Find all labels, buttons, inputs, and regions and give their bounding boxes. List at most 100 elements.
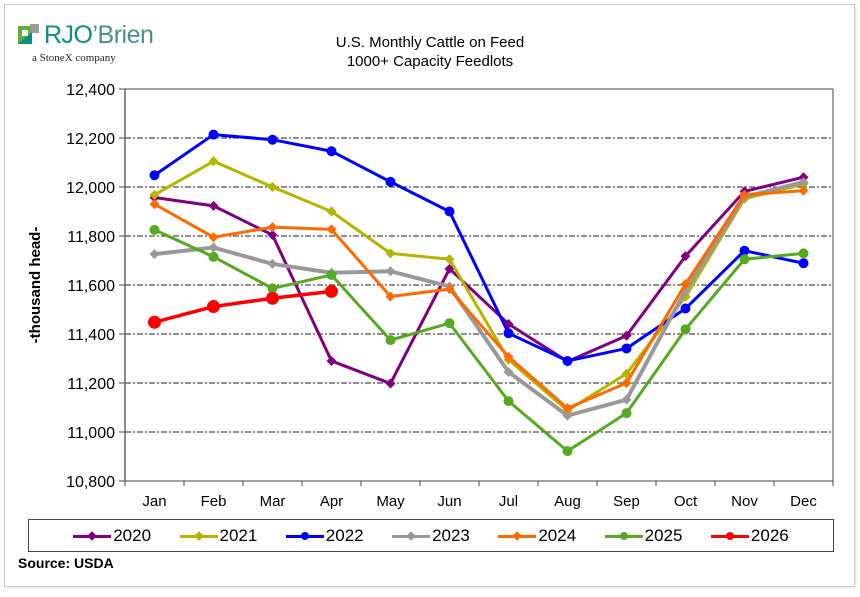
data-point <box>267 283 278 294</box>
legend-label: 2020 <box>113 525 152 545</box>
data-point <box>326 269 337 280</box>
x-tick-label: Jan <box>142 493 166 510</box>
legend-item-2025: 2025 <box>604 525 683 546</box>
legend-marker <box>300 531 309 540</box>
legend-label: 2026 <box>750 525 789 545</box>
legend-marker <box>87 530 98 541</box>
x-tick-label: Sep <box>613 493 640 510</box>
chart-title-block: U.S. Monthly Cattle on Feed 1000+ Capaci… <box>300 33 560 71</box>
data-point <box>680 303 691 314</box>
data-point <box>503 396 514 407</box>
series-2024 <box>149 185 809 414</box>
legend-swatch-icon <box>73 530 112 541</box>
series-line-2026 <box>154 289 332 324</box>
legend-label: 2021 <box>219 525 258 545</box>
logo-wordmark: RJO’Brien <box>44 21 154 50</box>
legend-item-2022: 2022 <box>285 525 364 546</box>
legend-marker <box>406 530 416 541</box>
logo-brien: ’Brien <box>92 21 154 49</box>
data-point <box>798 258 809 269</box>
rjobrien-logo: RJO’Brien a StoneX company <box>18 21 158 70</box>
series-line-2023 <box>154 180 804 418</box>
legend-label: 2022 <box>325 525 364 545</box>
data-point <box>385 335 396 346</box>
data-point <box>326 224 337 235</box>
legend-swatch-icon <box>179 530 218 541</box>
data-point <box>325 284 338 298</box>
y-tick-label: 12,000 <box>66 180 115 197</box>
x-tick-label: Aug <box>554 493 581 510</box>
legend-label: 2025 <box>644 525 683 545</box>
data-point <box>621 408 632 419</box>
data-point <box>208 232 219 243</box>
data-point <box>208 156 219 167</box>
legend-label: 2024 <box>538 525 577 545</box>
y-tick-label: 12,400 <box>66 82 115 99</box>
chart-title: U.S. Monthly Cattle on Feed <box>335 34 525 51</box>
data-point <box>621 378 632 388</box>
data-point <box>149 199 160 210</box>
legend-swatch-icon <box>285 531 324 541</box>
x-tick-label: May <box>376 493 405 510</box>
data-point <box>621 394 632 405</box>
chart-subtitle: 1000+ Capacity Feedlots <box>346 53 514 70</box>
legend-swatch-icon <box>498 530 537 541</box>
logo-tagline: a StoneX company <box>32 52 116 64</box>
legend-marker <box>193 530 204 541</box>
legend-swatch-icon <box>710 531 749 541</box>
series-line-2020 <box>154 175 804 385</box>
data-point <box>562 446 573 457</box>
series-line-2021 <box>153 159 804 412</box>
y-tick-label: 10,800 <box>66 474 115 491</box>
logo-rjo: RJO <box>44 21 93 49</box>
data-point <box>385 291 396 302</box>
data-point <box>680 324 691 335</box>
data-point <box>798 248 809 259</box>
data-point <box>208 251 219 262</box>
legend-item-2024: 2024 <box>498 526 576 546</box>
data-point <box>326 146 337 157</box>
data-point <box>267 134 278 145</box>
series-2026 <box>148 284 338 329</box>
data-point <box>444 284 455 295</box>
axes <box>124 88 834 482</box>
chart-legend: 2020 2021 2022 2023 2024 2025 2026 <box>28 519 834 552</box>
data-point <box>562 355 573 366</box>
data-point <box>444 206 455 217</box>
data-point <box>621 343 632 354</box>
y-tick-label: 11,000 <box>67 425 115 442</box>
data-point <box>798 185 809 196</box>
y-tick-label: 11,400 <box>67 327 115 344</box>
data-point <box>385 378 396 389</box>
x-tick-labels: Jan Feb Mar Apr May Jun Jul Aug Sep Oct Nov Dec <box>142 493 817 510</box>
x-tick-label: Mar <box>260 493 286 510</box>
legend-label: 2023 <box>432 525 470 545</box>
data-point <box>739 245 750 256</box>
data-point <box>503 366 514 377</box>
x-tick-label: Feb <box>201 493 227 510</box>
data-point <box>680 251 691 262</box>
data-point <box>149 224 160 235</box>
y-tick-label: 11,800 <box>67 229 115 246</box>
data-point <box>385 176 396 187</box>
x-tick-label: Dec <box>790 493 817 510</box>
data-point <box>621 330 632 341</box>
data-point <box>148 315 161 329</box>
series-line-2022 <box>153 133 804 363</box>
data-point <box>149 249 160 260</box>
data-point <box>680 279 691 290</box>
gridlines <box>119 88 834 486</box>
data-point <box>562 410 573 421</box>
legend-item-2020: 2020 <box>73 526 151 546</box>
legend-item-2023: 2023 <box>392 526 470 546</box>
legend-marker <box>725 531 734 540</box>
legend-marker <box>512 530 523 541</box>
y-tick-label: 11,600 <box>67 278 115 295</box>
data-point <box>267 182 278 192</box>
x-tick-label: Oct <box>674 493 698 510</box>
data-point <box>326 355 337 366</box>
data-point <box>798 177 809 188</box>
data-point <box>267 230 278 241</box>
legend-marker <box>619 531 628 540</box>
